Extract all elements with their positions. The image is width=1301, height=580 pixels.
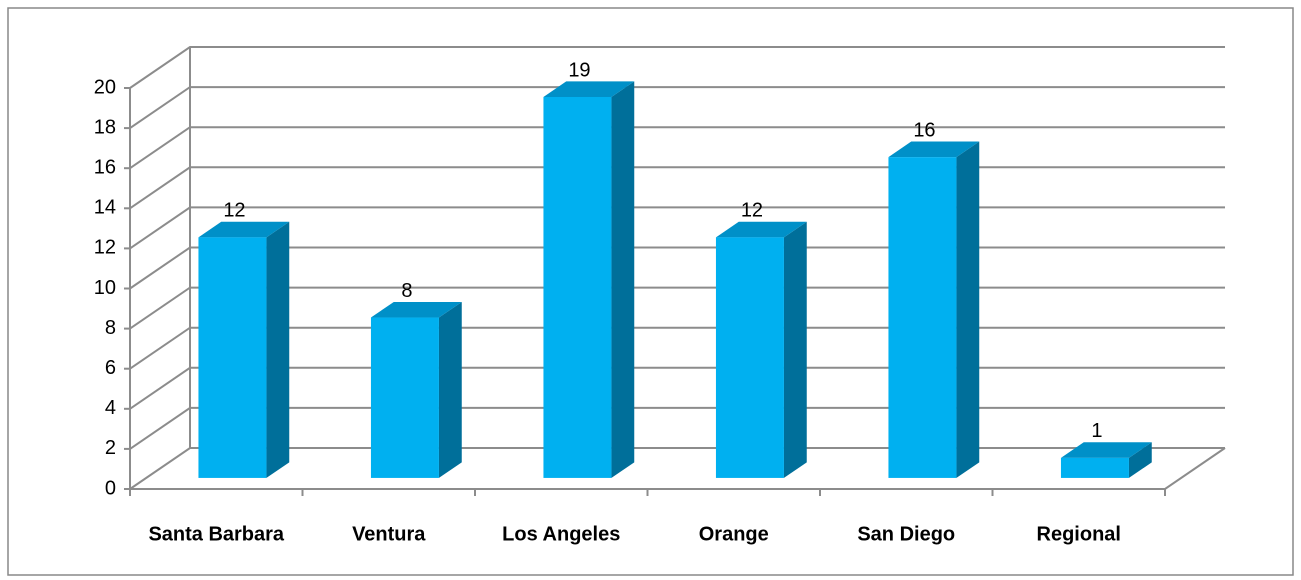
y-tick-label: 18 bbox=[94, 116, 116, 138]
y-tick-label: 8 bbox=[105, 317, 116, 339]
bar bbox=[543, 96, 612, 478]
grid-line bbox=[129, 46, 1225, 89]
x-tick-label: Regional bbox=[1037, 523, 1121, 545]
grid-line bbox=[129, 286, 1225, 330]
data-label: 12 bbox=[223, 200, 245, 222]
bar-top bbox=[543, 81, 635, 97]
bar bbox=[888, 157, 957, 478]
data-label: 1 bbox=[1091, 420, 1102, 442]
bar-side bbox=[1128, 442, 1152, 478]
grid-line bbox=[129, 366, 1225, 410]
bar-top bbox=[1060, 442, 1152, 458]
bar bbox=[370, 317, 439, 478]
grid-line bbox=[129, 166, 1225, 210]
x-tick-label: Santa Barbara bbox=[148, 523, 284, 545]
bar-side bbox=[266, 221, 290, 478]
y-tick-label: 0 bbox=[105, 477, 116, 499]
y-tick-label: 10 bbox=[94, 277, 116, 299]
bar-top bbox=[888, 141, 980, 158]
bar-side bbox=[611, 81, 635, 478]
y-tick-label: 16 bbox=[94, 156, 116, 178]
bar-side bbox=[956, 141, 980, 478]
grid-line bbox=[129, 206, 1225, 250]
y-tick-label: 2 bbox=[105, 437, 116, 459]
x-tick-label: San Diego bbox=[857, 523, 955, 545]
bar-top bbox=[198, 221, 290, 238]
grid-line bbox=[129, 86, 1225, 129]
bar-top bbox=[370, 301, 462, 318]
x-tick-label: Los Angeles bbox=[502, 523, 620, 545]
bar bbox=[1060, 457, 1129, 478]
data-label: 19 bbox=[568, 59, 590, 81]
bar bbox=[198, 237, 267, 478]
grid-line bbox=[129, 246, 1225, 290]
data-label: 12 bbox=[741, 200, 763, 222]
grid-line bbox=[129, 406, 1225, 450]
bar bbox=[715, 237, 784, 478]
y-tick-label: 6 bbox=[105, 357, 116, 379]
y-tick-label: 4 bbox=[105, 397, 116, 419]
bar-side bbox=[438, 301, 462, 478]
bar-side bbox=[783, 221, 807, 478]
y-tick-label: 12 bbox=[94, 237, 116, 259]
y-tick-label: 14 bbox=[94, 197, 116, 219]
y-tick-label: 20 bbox=[94, 76, 116, 98]
x-tick-label: Ventura bbox=[352, 523, 426, 545]
data-label: 8 bbox=[401, 280, 412, 302]
grid-line bbox=[129, 126, 1225, 170]
bar-top bbox=[715, 221, 807, 238]
grid-line bbox=[129, 447, 1225, 490]
x-tick-label: Orange bbox=[699, 523, 769, 545]
data-label: 16 bbox=[913, 119, 935, 141]
grid-line bbox=[129, 326, 1225, 370]
